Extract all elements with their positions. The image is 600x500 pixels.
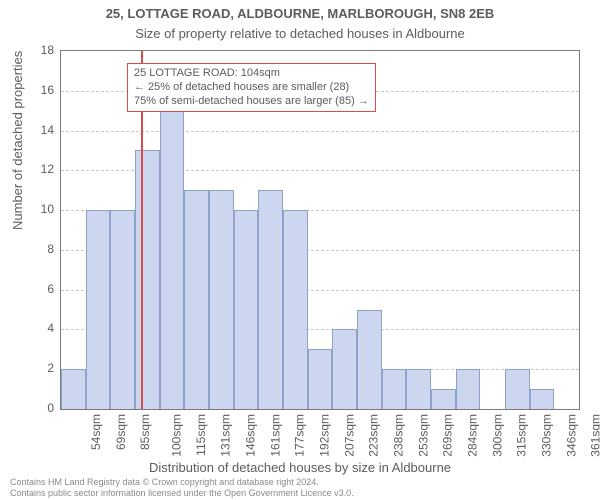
histogram-bar bbox=[234, 210, 259, 409]
histogram-bar bbox=[431, 389, 456, 409]
x-tick-label: 223sqm bbox=[367, 414, 381, 457]
histogram-bar bbox=[258, 190, 283, 409]
x-tick-label: 300sqm bbox=[490, 414, 504, 457]
y-tick-label: 12 bbox=[24, 162, 54, 176]
x-tick-label: 131sqm bbox=[219, 414, 233, 457]
y-tick-label: 4 bbox=[24, 321, 54, 335]
x-tick-label: 100sqm bbox=[170, 414, 184, 457]
histogram-bar bbox=[530, 389, 555, 409]
histogram-bar bbox=[135, 150, 160, 409]
y-tick-label: 6 bbox=[24, 282, 54, 296]
footer-attribution: Contains HM Land Registry data © Crown c… bbox=[10, 477, 354, 498]
histogram-bar bbox=[184, 190, 209, 409]
x-tick-label: 146sqm bbox=[244, 414, 258, 457]
footer-line: Contains public sector information licen… bbox=[10, 488, 354, 498]
y-tick-label: 16 bbox=[24, 83, 54, 97]
x-axis-label: Distribution of detached houses by size … bbox=[0, 460, 600, 475]
chart-title: 25, LOTTAGE ROAD, ALDBOURNE, MARLBOROUGH… bbox=[0, 6, 600, 21]
histogram-bar bbox=[110, 210, 135, 409]
gridline bbox=[61, 131, 579, 132]
histogram-bar bbox=[406, 369, 431, 409]
chart-frame: 25, LOTTAGE ROAD, ALDBOURNE, MARLBOROUGH… bbox=[0, 0, 600, 500]
histogram-bar bbox=[382, 369, 407, 409]
x-tick-label: 54sqm bbox=[89, 414, 103, 450]
x-tick-label: 284sqm bbox=[466, 414, 480, 457]
annotation-box: 25 LOTTAGE ROAD: 104sqm ← 25% of detache… bbox=[127, 63, 376, 112]
y-tick-label: 2 bbox=[24, 361, 54, 375]
x-tick-label: 69sqm bbox=[114, 414, 128, 450]
plot-area: 25 LOTTAGE ROAD: 104sqm ← 25% of detache… bbox=[60, 50, 580, 410]
x-tick-label: 315sqm bbox=[515, 414, 529, 457]
histogram-bar bbox=[160, 111, 185, 409]
x-tick-label: 177sqm bbox=[293, 414, 307, 457]
histogram-bar bbox=[332, 329, 357, 409]
annotation-line: 25 LOTTAGE ROAD: 104sqm bbox=[134, 67, 369, 81]
y-tick-label: 14 bbox=[24, 123, 54, 137]
histogram-bar bbox=[505, 369, 530, 409]
histogram-bar bbox=[308, 349, 333, 409]
y-axis-label: Number of detached properties bbox=[10, 51, 25, 230]
chart-subtitle: Size of property relative to detached ho… bbox=[0, 26, 600, 41]
annotation-line: 75% of semi-detached houses are larger (… bbox=[134, 95, 369, 109]
footer-line: Contains HM Land Registry data © Crown c… bbox=[10, 477, 354, 487]
histogram-bar bbox=[283, 210, 308, 409]
histogram-bar bbox=[357, 310, 382, 409]
y-tick-label: 10 bbox=[24, 202, 54, 216]
annotation-line: ← 25% of detached houses are smaller (28… bbox=[134, 81, 369, 95]
x-tick-label: 161sqm bbox=[268, 414, 282, 457]
x-tick-label: 269sqm bbox=[441, 414, 455, 457]
y-tick-label: 18 bbox=[24, 43, 54, 57]
y-tick-label: 0 bbox=[24, 401, 54, 415]
x-tick-label: 192sqm bbox=[318, 414, 332, 457]
x-tick-label: 361sqm bbox=[589, 414, 600, 457]
histogram-bar bbox=[209, 190, 234, 409]
histogram-bar bbox=[456, 369, 481, 409]
x-tick-label: 330sqm bbox=[540, 414, 554, 457]
x-tick-label: 253sqm bbox=[416, 414, 430, 457]
x-tick-label: 346sqm bbox=[564, 414, 578, 457]
y-tick-label: 8 bbox=[24, 242, 54, 256]
histogram-bar bbox=[86, 210, 111, 409]
x-tick-label: 115sqm bbox=[193, 414, 207, 456]
x-tick-label: 238sqm bbox=[392, 414, 406, 457]
histogram-bar bbox=[61, 369, 86, 409]
x-tick-label: 85sqm bbox=[138, 414, 152, 450]
x-tick-label: 207sqm bbox=[342, 414, 356, 457]
